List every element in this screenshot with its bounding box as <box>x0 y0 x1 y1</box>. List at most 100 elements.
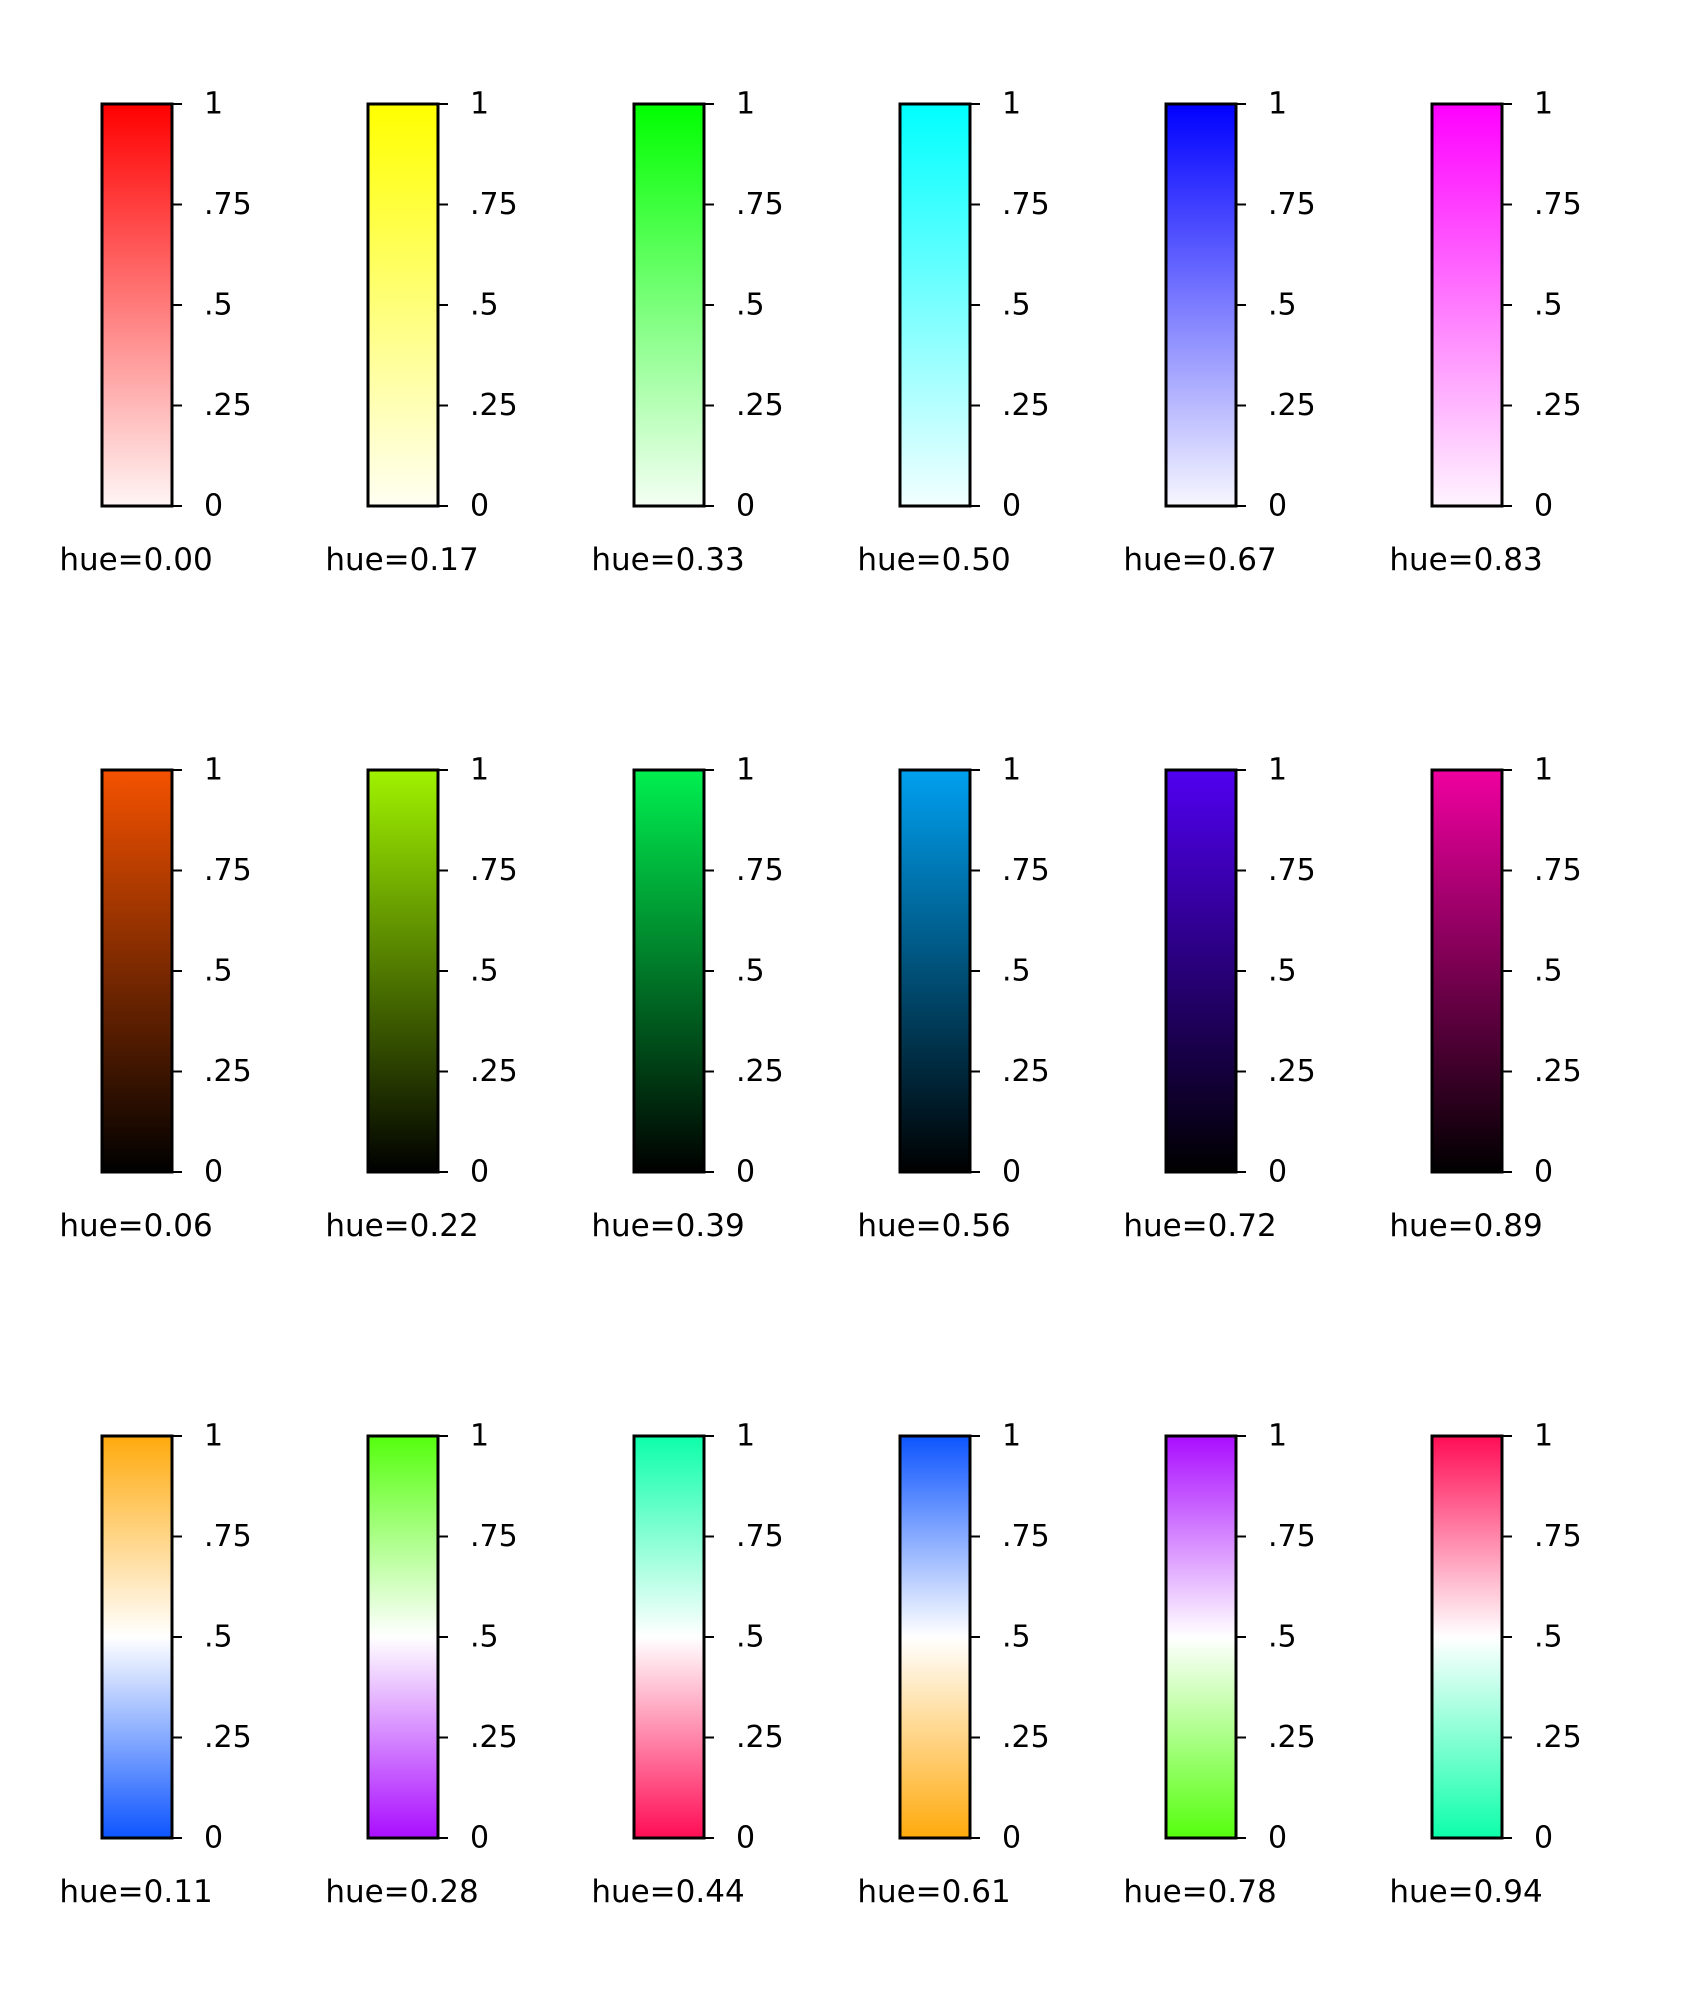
colorbar-fill <box>100 102 174 508</box>
colorbar-tick-label: 0 <box>204 1821 223 1856</box>
colorbar-tick-label: 0 <box>1534 1821 1553 1856</box>
colorbar-fill <box>898 1434 972 1840</box>
colorbar-hue-022: 0 .25 .5 .75 1 hue=0.22 <box>325 753 517 1245</box>
colorbar-fill <box>1164 768 1238 1174</box>
colorbar-hue-072: 0 .25 .5 .75 1 hue=0.72 <box>1123 753 1315 1245</box>
colorbar-tick-label: .5 <box>736 288 765 323</box>
colorbar-hue-050: 0 .25 .5 .75 1 hue=0.50 <box>857 87 1049 579</box>
colorbar-tick-label: .25 <box>1268 1054 1316 1089</box>
colorbar-tick-label: .75 <box>1002 187 1050 222</box>
colorbar-tick-label: .5 <box>736 954 765 989</box>
colorbar-hue-label: hue=0.67 <box>1123 542 1276 578</box>
colorbar-tick-label: .25 <box>1534 388 1582 423</box>
colorbar-tick-label: 0 <box>1534 489 1553 524</box>
colorbar-hue-label: hue=0.44 <box>591 1874 744 1910</box>
colorbar-tick-label: 1 <box>1534 87 1553 122</box>
colorbar-tick-label: .75 <box>470 1519 518 1554</box>
colorbar-fill <box>1430 102 1504 508</box>
colorbar-tick-label: 0 <box>470 1155 489 1190</box>
colorbar-fill <box>1430 1434 1504 1840</box>
colorbar-hue-000: 0 .25 .5 .75 1 hue=0.00 <box>59 87 251 579</box>
colorbar-hue-078: 0 .25 .5 .75 1 hue=0.78 <box>1123 1419 1315 1911</box>
colorbar-tick-label: .25 <box>736 1720 784 1755</box>
colorbar-tick-label: 1 <box>736 87 755 122</box>
colorbar-hue-label: hue=0.39 <box>591 1208 744 1244</box>
colorbar-fill <box>1430 768 1504 1174</box>
colorbar-tick-label: .25 <box>470 1054 518 1089</box>
colorbar-tick-label: 0 <box>736 1155 755 1190</box>
colorbar-hue-label: hue=0.56 <box>857 1208 1010 1244</box>
colorbar-tick-label: 1 <box>1268 87 1287 122</box>
colorbar-tick-label: 1 <box>1268 753 1287 788</box>
colorbar-fill <box>366 102 440 508</box>
colorbar-tick-label: .5 <box>1002 288 1031 323</box>
colorbar-tick-label: 0 <box>736 489 755 524</box>
colorbar-tick-label: 1 <box>1534 1419 1553 1454</box>
colorbar-tick-label: .5 <box>1002 1620 1031 1655</box>
colorbar-tick-label: 1 <box>1534 753 1553 788</box>
colorbar-hue-label: hue=0.17 <box>325 542 478 578</box>
colorbar-tick-label: 1 <box>470 1419 489 1454</box>
colorbar-fill <box>1164 102 1238 508</box>
colorbar-tick-label: 1 <box>736 1419 755 1454</box>
colorbar-hue-061: 0 .25 .5 .75 1 hue=0.61 <box>857 1419 1049 1911</box>
colorbar-tick-label: .25 <box>736 1054 784 1089</box>
colorbar-tick-label: .75 <box>204 1519 252 1554</box>
colorbar-tick-label: 0 <box>470 489 489 524</box>
colorbar-hue-label: hue=0.94 <box>1389 1874 1542 1910</box>
colorbar-tick-label: 0 <box>1268 489 1287 524</box>
colorbar-tick-label: 1 <box>470 87 489 122</box>
colorbar-tick-label: .5 <box>470 954 499 989</box>
colorbar-tick-label: .5 <box>1534 1620 1563 1655</box>
colorbar-tick-label: .75 <box>736 187 784 222</box>
colorbar-fill <box>898 768 972 1174</box>
colorbar-tick-label: .75 <box>1268 1519 1316 1554</box>
colorbar-fill <box>632 1434 706 1840</box>
colorbar-tick-label: .75 <box>1534 187 1582 222</box>
colorbar-tick-label: .5 <box>1002 954 1031 989</box>
colorbar-tick-label: 0 <box>470 1821 489 1856</box>
colorbar-tick-label: 1 <box>470 753 489 788</box>
colorbar-hue-089: 0 .25 .5 .75 1 hue=0.89 <box>1389 753 1581 1245</box>
colorbar-hue-label: hue=0.00 <box>59 542 212 578</box>
colorbar-tick-label: 0 <box>736 1821 755 1856</box>
colorbar-tick-label: 0 <box>1002 1821 1021 1856</box>
colorbar-tick-label: .5 <box>1268 288 1297 323</box>
colorbar-tick-label: .25 <box>470 388 518 423</box>
colorbar-tick-label: .75 <box>204 853 252 888</box>
colorbar-tick-label: .75 <box>470 187 518 222</box>
colorbar-tick-label: .5 <box>204 1620 233 1655</box>
colorbar-tick-label: 1 <box>1002 753 1021 788</box>
colorbar-hue-028: 0 .25 .5 .75 1 hue=0.28 <box>325 1419 517 1911</box>
colorbar-hue-044: 0 .25 .5 .75 1 hue=0.44 <box>591 1419 783 1911</box>
colorbar-hue-label: hue=0.83 <box>1389 542 1542 578</box>
colorbar-fill <box>898 102 972 508</box>
colorbar-tick-label: .5 <box>736 1620 765 1655</box>
colorbar-hue-label: hue=0.11 <box>59 1874 212 1910</box>
colorbar-fill <box>632 768 706 1174</box>
colorbar-tick-label: 0 <box>1002 489 1021 524</box>
colorbar-hue-094: 0 .25 .5 .75 1 hue=0.94 <box>1389 1419 1581 1911</box>
colorbar-tick-label: .25 <box>1002 1054 1050 1089</box>
colorbar-tick-label: .75 <box>1268 853 1316 888</box>
colorbar-hue-011: 0 .25 .5 .75 1 hue=0.11 <box>59 1419 251 1911</box>
colorbar-tick-label: 0 <box>204 1155 223 1190</box>
colorbar-tick-label: .5 <box>1534 954 1563 989</box>
colorbar-hue-label: hue=0.72 <box>1123 1208 1276 1244</box>
colorbar-tick-label: .5 <box>470 288 499 323</box>
colorbar-fill <box>366 768 440 1174</box>
colorbar-tick-label: 1 <box>204 1419 223 1454</box>
colorbar-tick-label: .25 <box>1268 1720 1316 1755</box>
colorbar-hue-label: hue=0.78 <box>1123 1874 1276 1910</box>
colorbar-hue-label: hue=0.89 <box>1389 1208 1542 1244</box>
colorbar-tick-label: .75 <box>1534 853 1582 888</box>
colorbar-tick-label: 1 <box>1002 87 1021 122</box>
colorbar-tick-label: .75 <box>1268 187 1316 222</box>
colorbar-tick-label: .75 <box>470 853 518 888</box>
colorbar-tick-label: 0 <box>1534 1155 1553 1190</box>
colorbar-tick-label: 0 <box>1268 1821 1287 1856</box>
colorbar-tick-label: 1 <box>1002 1419 1021 1454</box>
colorbar-tick-label: 1 <box>736 753 755 788</box>
colorbar-hue-083: 0 .25 .5 .75 1 hue=0.83 <box>1389 87 1581 579</box>
colorbar-hue-label: hue=0.28 <box>325 1874 478 1910</box>
